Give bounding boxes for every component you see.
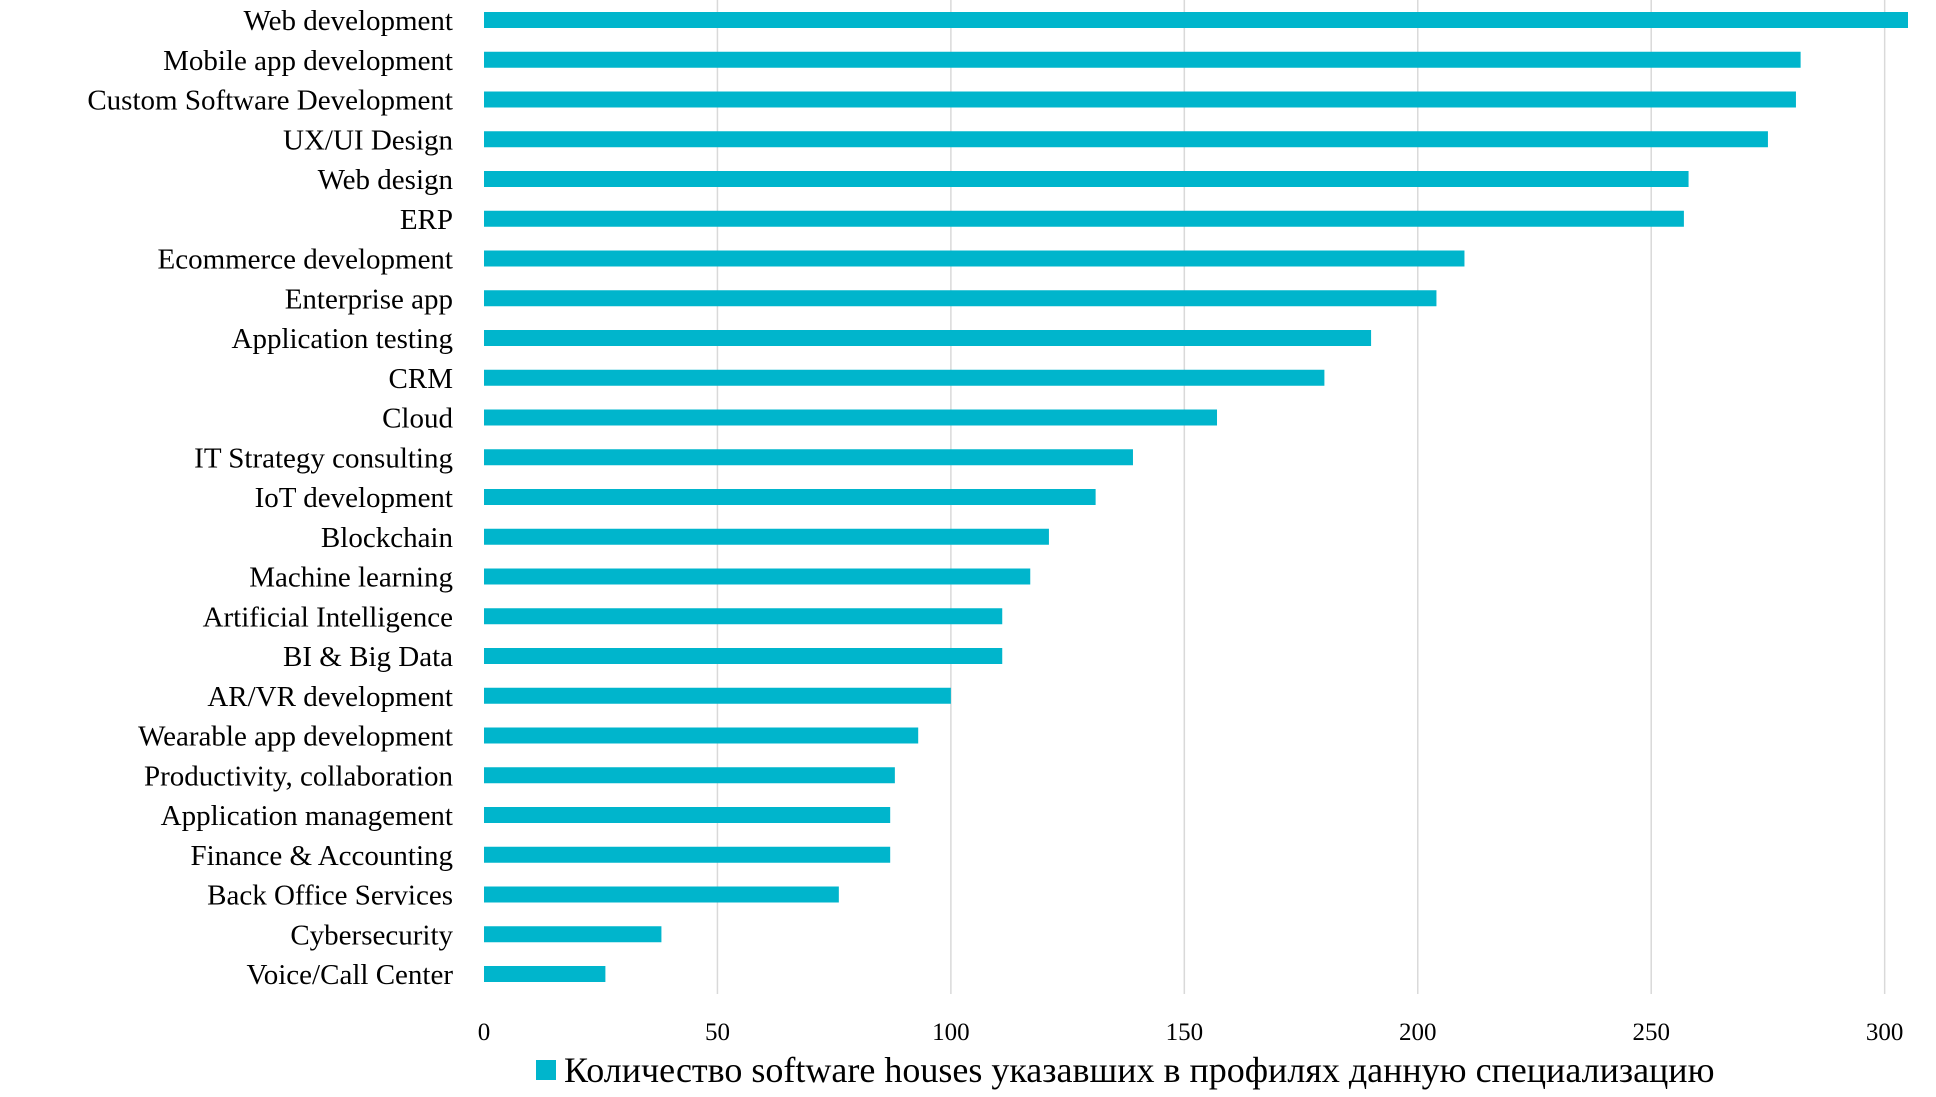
bar	[484, 489, 1096, 505]
category-label: Productivity, collaboration	[144, 760, 454, 792]
category-label: Machine learning	[249, 562, 453, 594]
x-tick-label: 50	[705, 1019, 730, 1046]
bar	[484, 330, 1372, 346]
bar	[484, 250, 1465, 267]
category-label: UX/UI Design	[283, 124, 453, 156]
bar	[484, 51, 1801, 68]
bar	[484, 687, 951, 704]
x-axis-tick-labels: 0 50 100 150 200 250 300	[478, 1019, 1904, 1046]
category-label: Artificial Intelligence	[203, 601, 453, 633]
bar	[484, 131, 1768, 148]
category-label: Ecommerce development	[157, 244, 453, 276]
bar	[484, 608, 1003, 625]
bar	[484, 727, 919, 744]
bar	[484, 926, 662, 943]
category-label: ERP	[400, 204, 453, 236]
category-label: BI & Big Data	[283, 641, 453, 673]
category-label: IoT development	[255, 482, 453, 514]
bar	[484, 91, 1796, 108]
category-label: Application management	[161, 800, 453, 832]
legend-swatch	[536, 1060, 556, 1080]
category-label: Voice/Call Center	[247, 959, 454, 991]
gridlines	[716, 0, 1886, 994]
category-label: Application testing	[232, 323, 454, 355]
x-tick-label: 200	[1399, 1019, 1437, 1046]
category-labels: Web development Mobile app development Cus…	[87, 5, 453, 991]
category-label: Finance & Accounting	[190, 840, 453, 872]
bar	[484, 12, 1908, 28]
bar	[484, 886, 839, 903]
x-tick-label: 0	[478, 1019, 491, 1046]
legend-label: Количество software houses указавших в п…	[564, 1050, 1715, 1090]
bar	[484, 449, 1133, 466]
bar	[484, 846, 891, 863]
bar	[484, 369, 1325, 386]
category-label: Custom Software Development	[87, 85, 453, 117]
category-label: Wearable app development	[138, 721, 453, 753]
category-label: IT Strategy consulting	[194, 442, 453, 474]
category-label: CRM	[389, 363, 453, 395]
category-label: Cybersecurity	[290, 919, 453, 951]
x-tick-label: 300	[1866, 1019, 1904, 1046]
bar	[484, 807, 891, 823]
bar	[484, 290, 1437, 307]
bar	[484, 210, 1684, 227]
bar	[484, 409, 1218, 426]
bar	[484, 528, 1049, 545]
x-tick-label: 100	[932, 1019, 970, 1046]
category-label: Web design	[318, 164, 454, 196]
bars	[484, 12, 1908, 982]
category-label: Blockchain	[321, 522, 454, 554]
category-label: Mobile app development	[163, 45, 453, 77]
x-tick-label: 250	[1632, 1019, 1670, 1046]
category-label: Enterprise app	[285, 283, 453, 315]
bar	[484, 767, 895, 784]
bar	[484, 568, 1031, 585]
x-tick-label: 150	[1166, 1019, 1204, 1046]
category-label: Cloud	[382, 403, 453, 435]
bar	[484, 966, 606, 982]
category-label: Web development	[244, 5, 453, 37]
bar	[484, 171, 1689, 187]
category-label: AR/VR development	[207, 681, 453, 713]
category-label: Back Office Services	[207, 880, 453, 912]
legend: Количество software houses указавших в п…	[536, 1048, 1714, 1092]
bar	[484, 648, 1003, 664]
